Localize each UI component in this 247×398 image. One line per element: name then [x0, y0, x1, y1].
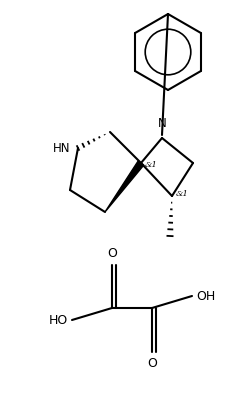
- Text: OH: OH: [196, 289, 215, 302]
- Polygon shape: [105, 161, 144, 212]
- Text: HN: HN: [53, 142, 70, 154]
- Text: O: O: [147, 357, 157, 370]
- Text: O: O: [107, 247, 117, 260]
- Text: &1: &1: [145, 161, 158, 169]
- Text: HO: HO: [49, 314, 68, 326]
- Text: &1: &1: [176, 190, 189, 198]
- Text: N: N: [158, 117, 166, 130]
